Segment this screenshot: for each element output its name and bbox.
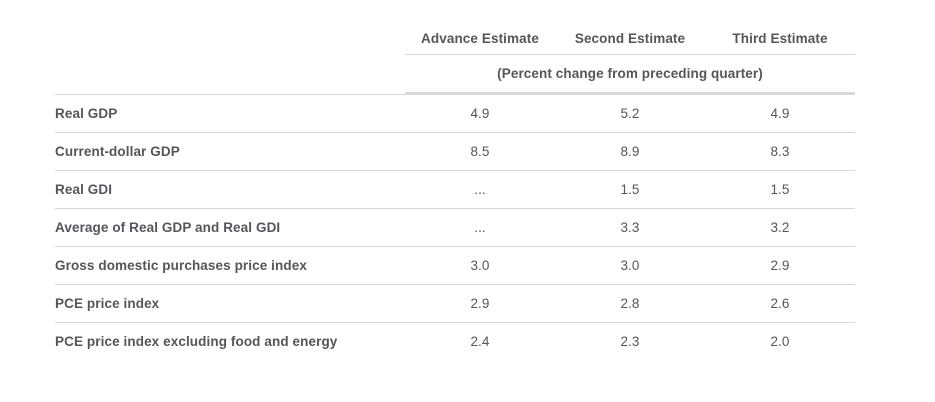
cell-value: 8.9 (555, 133, 705, 171)
cell-value: 2.4 (470, 334, 490, 350)
gdp-estimates-table: Advance Estimate Second Estimate Third E… (55, 0, 855, 361)
column-header-advance-estimate: Advance Estimate (405, 18, 555, 55)
cell-value: 3.3 (555, 209, 705, 247)
cell-value: ... (405, 209, 555, 247)
table-row: Average of Real GDP and Real GDI ... 3.3… (55, 209, 855, 247)
table-row: Current-dollar GDP 8.5 8.9 8.3 (55, 133, 855, 171)
cell-value: 1.5 (705, 171, 855, 209)
row-label: Real GDP (55, 95, 405, 133)
cell-value: 2.3 (620, 334, 640, 350)
table-row: PCE price index 2.9 2.8 2.6 (55, 285, 855, 323)
table-row: Real GDP 4.9 5.2 4.9 (55, 95, 855, 133)
header-row: Advance Estimate Second Estimate Third E… (55, 18, 855, 55)
cell-value: 3.0 (405, 247, 555, 285)
row-label: Real GDI (55, 171, 405, 209)
corner-cell (55, 18, 405, 55)
cell-value: 8.3 (705, 133, 855, 171)
cell-value: 2.9 (705, 247, 855, 285)
cell-value: 2.8 (555, 285, 705, 323)
column-header-third-estimate: Third Estimate (705, 18, 855, 55)
table-row: Gross domestic purchases price index 3.0… (55, 247, 855, 285)
cell-value: 2.0 (770, 334, 790, 350)
cell-value: 4.9 (705, 95, 855, 133)
cell-value: 2.9 (405, 285, 555, 323)
cell-value: ... (405, 171, 555, 209)
table-row: PCE price index excluding food and energ… (55, 323, 855, 361)
subheader-spacer (55, 55, 405, 95)
cell-value: 2.6 (705, 285, 855, 323)
row-label: PCE price index excluding food and energ… (55, 334, 338, 350)
row-label: Average of Real GDP and Real GDI (55, 209, 405, 247)
cell-value: 3.2 (705, 209, 855, 247)
column-header-second-estimate: Second Estimate (555, 18, 705, 55)
cell-value: 3.0 (555, 247, 705, 285)
cell-value: 5.2 (555, 95, 705, 133)
row-label: Current-dollar GDP (55, 133, 405, 171)
cell-value: 4.9 (405, 95, 555, 133)
cell-value: 1.5 (555, 171, 705, 209)
cell-value: 8.5 (405, 133, 555, 171)
units-subheader: (Percent change from preceding quarter) (405, 55, 855, 95)
row-label: PCE price index (55, 285, 405, 323)
table-row: Real GDI ... 1.5 1.5 (55, 171, 855, 209)
row-label: Gross domestic purchases price index (55, 247, 405, 285)
subheader-row: (Percent change from preceding quarter) (55, 55, 855, 95)
